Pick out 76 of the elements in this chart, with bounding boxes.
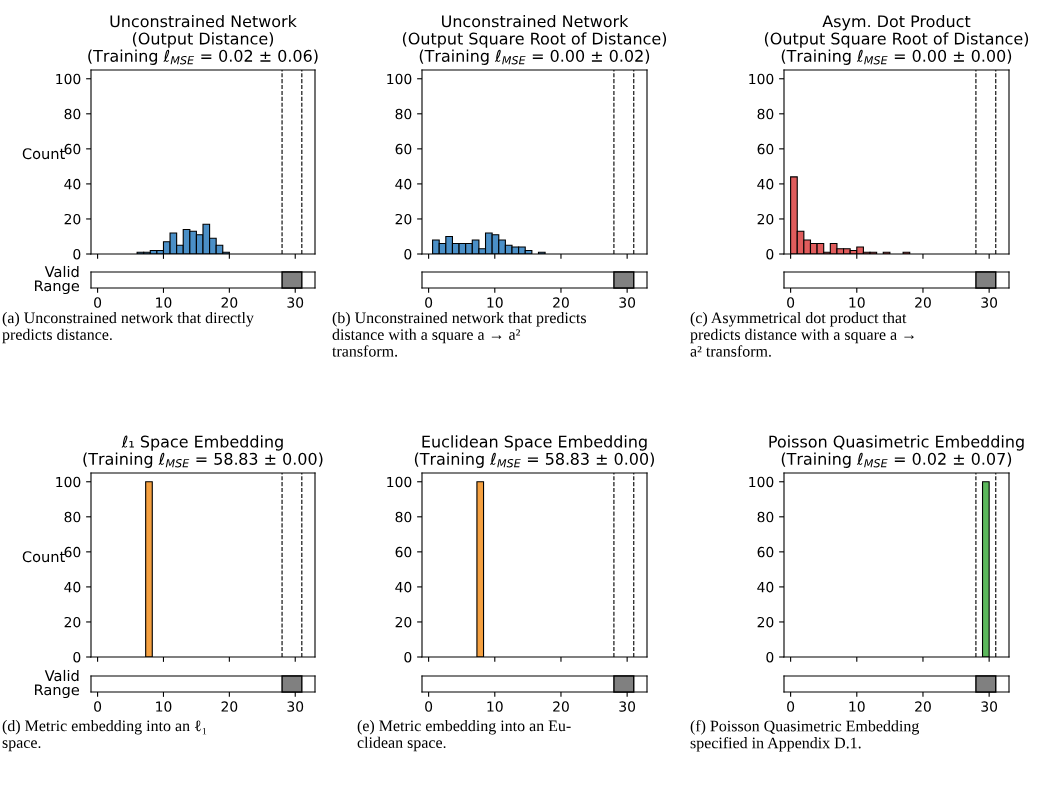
y-tick-label: 0 [766, 651, 774, 663]
y-tick-label: 20 [757, 616, 774, 628]
y-tick-label: 20 [395, 616, 412, 628]
x-tick-label: 30 [287, 297, 304, 308]
chart-title: Unconstrained Network (Output Square Root of Distance) (Training ℓ$_{MSE}$ = 0.00 ± 0.02) [402, 14, 667, 65]
x-tick-label: 0 [94, 297, 102, 308]
x-tick-label: 20 [553, 297, 569, 308]
y-tick-label: 0 [73, 248, 81, 260]
y-tick-label: 20 [757, 213, 774, 225]
x-tick-label: 20 [221, 297, 238, 308]
y-tick-label: 60 [64, 143, 81, 155]
y-tick-label: 80 [395, 108, 412, 120]
y-tick-label: 80 [64, 108, 81, 120]
text: (a) Unconstrained network that directly predicts distance. [2, 312, 254, 344]
y-tick-label: 60 [395, 546, 412, 558]
y-tick-label: 100 [749, 476, 774, 488]
y-tick-label: 100 [749, 73, 774, 85]
y-tick-label: 40 [64, 581, 81, 593]
text: Valid Range [35, 669, 80, 699]
y-tick-label: 40 [757, 178, 774, 190]
chart-title: Euclidean Space Embedding (Training ℓ$_{MSE}$ = 58.83 ± 0.00) [414, 435, 654, 468]
x-tick-label: 20 [915, 701, 931, 712]
y-tick-label: 20 [64, 213, 81, 225]
y-axis-title: Count [22, 551, 65, 563]
y-tick-label: 20 [395, 213, 412, 225]
y-tick-label: 60 [757, 143, 774, 155]
y-tick-label: 60 [757, 546, 774, 558]
y-tick-label: 40 [757, 581, 774, 593]
y-tick-label: 60 [64, 546, 81, 558]
y-tick-label: 80 [757, 108, 774, 120]
x-tick-label: 10 [487, 701, 503, 712]
y-tick-label: 100 [387, 476, 412, 488]
y-tick-label: 100 [56, 476, 81, 488]
chart-title: ℓ₁ Space Embedding (Training ℓ$_{MSE}$ = 58.83 ± 0.00) [83, 435, 323, 468]
y-tick-label: 40 [64, 178, 81, 190]
y-tick-label: 20 [64, 616, 81, 628]
x-tick-label: 30 [619, 701, 636, 712]
y-tick-label: 60 [395, 143, 412, 155]
y-tick-label: 0 [404, 248, 412, 260]
y-tick-label: 80 [395, 511, 412, 523]
x-tick-label: 30 [981, 297, 998, 308]
x-tick-label: 0 [787, 297, 795, 308]
y-axis-title: Count [22, 148, 65, 160]
y-tick-label: 80 [64, 511, 81, 523]
text: (d) Metric embedding into an ℓ₁ space. [2, 720, 207, 752]
y-tick-label: 100 [387, 73, 412, 85]
x-tick-label: 10 [849, 701, 865, 712]
y-tick-label: 100 [56, 73, 81, 85]
text: (f) Poisson Quasimetric Embedding specified in Appendix D.1. [690, 720, 920, 752]
x-tick-label: 20 [221, 701, 238, 712]
x-tick-label: 30 [981, 701, 998, 712]
y-tick-label: 80 [757, 511, 774, 523]
x-tick-label: 20 [915, 297, 931, 308]
x-tick-label: 20 [553, 701, 569, 712]
text: (b) Unconstrained network that predicts distance with a square a → a² transform. [332, 312, 587, 357]
y-tick-label: 0 [766, 248, 774, 260]
x-tick-label: 10 [487, 297, 503, 308]
x-tick-label: 0 [94, 701, 102, 712]
x-tick-label: 0 [787, 701, 795, 712]
text: (e) Metric embedding into an Eu- clidean space. [357, 720, 571, 752]
y-tick-label: 0 [404, 651, 412, 663]
x-tick-label: 30 [619, 297, 636, 308]
y-tick-label: 40 [395, 178, 412, 190]
x-tick-label: 30 [287, 701, 304, 712]
x-tick-label: 10 [156, 701, 172, 712]
y-tick-label: 0 [73, 651, 81, 663]
text: (c) Asymmetrical dot product that predicts distance with a square a → a² transform. [690, 312, 914, 357]
chart-title: Unconstrained Network (Output Distance) (Training ℓ$_{MSE}$ = 0.02 ± 0.06) [88, 14, 318, 65]
chart-title: Asym. Dot Product (Output Square Root of Distance) (Training ℓ$_{MSE}$ = 0.00 ± 0.00) [764, 14, 1029, 65]
chart-title: Poisson Quasimetric Embedding (Training ℓ$_{MSE}$ = 0.02 ± 0.07) [769, 435, 1024, 468]
y-tick-label: 40 [395, 581, 412, 593]
x-tick-label: 10 [156, 297, 172, 308]
text: Valid Range [35, 265, 80, 295]
x-tick-label: 0 [425, 701, 433, 712]
x-tick-label: 10 [849, 297, 865, 308]
x-tick-label: 0 [425, 297, 433, 308]
